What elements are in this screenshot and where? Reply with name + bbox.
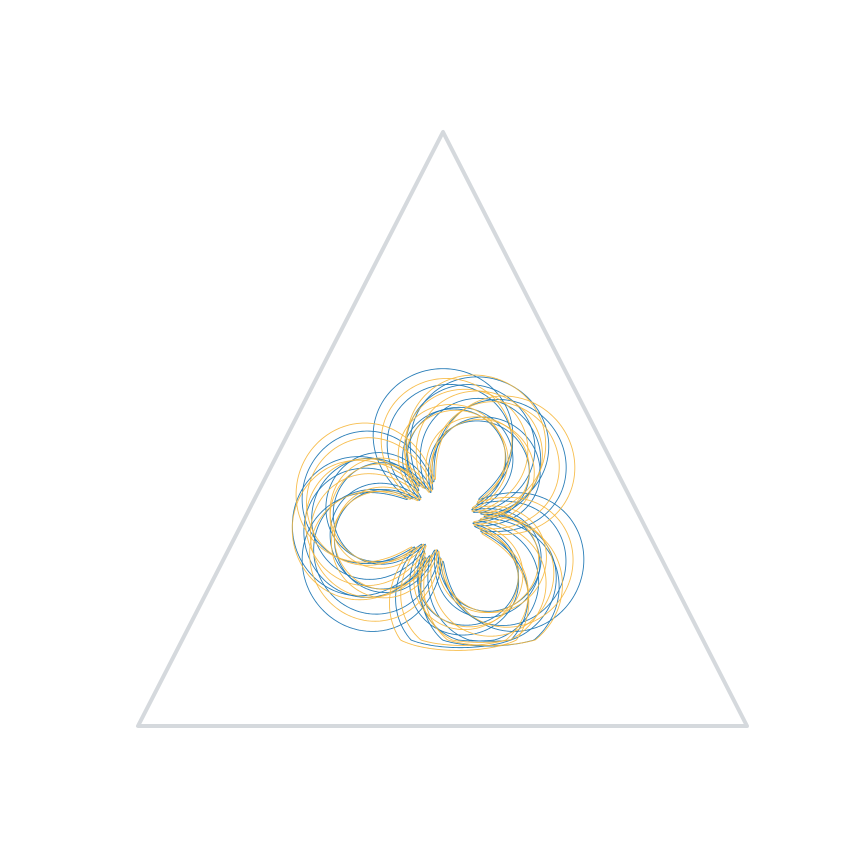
trajectory-curve — [330, 404, 547, 613]
trajectory-curve — [333, 408, 542, 612]
trajectory-curve — [301, 399, 567, 649]
trajectory-curve — [295, 395, 576, 651]
trajectory-curve — [305, 390, 547, 643]
trajectory-curve — [303, 384, 557, 642]
trajectory-curve — [311, 397, 542, 642]
trajectory-curve — [329, 418, 535, 631]
trajectory-curve — [313, 384, 567, 626]
trajectory-curve — [306, 401, 560, 646]
trajectory-curve — [333, 409, 540, 614]
simplex-triangle-frame — [136, 130, 749, 728]
trajectory-group-orange — [291, 374, 576, 651]
trajectory-curve — [332, 420, 530, 626]
trajectory-curve — [291, 374, 563, 646]
trajectory-curve — [301, 368, 585, 632]
trajectory-curve — [325, 416, 541, 636]
trajectory-curve — [309, 388, 555, 637]
trajectory-curve — [329, 416, 530, 628]
trajectory-curve — [309, 378, 574, 628]
